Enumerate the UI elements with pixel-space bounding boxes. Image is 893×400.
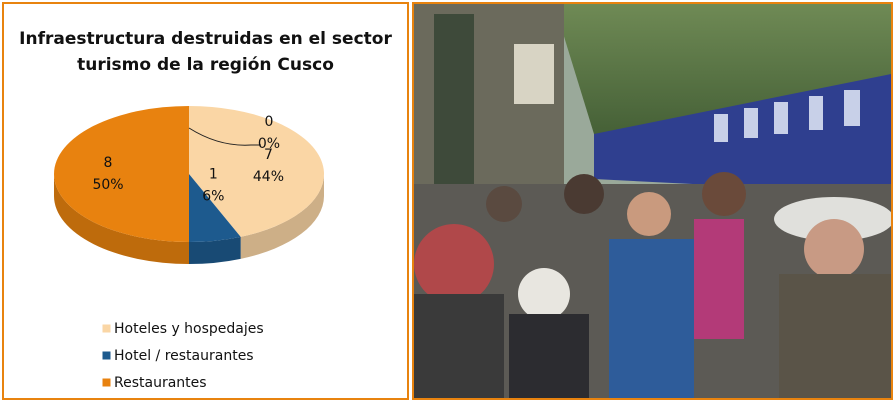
pie-side xyxy=(54,174,189,264)
pie-slice xyxy=(189,174,241,242)
legend-swatch xyxy=(101,350,112,361)
percent-label: 44% xyxy=(253,169,284,185)
legend-label: Restaurantes xyxy=(114,375,207,391)
legend-label: Hoteles y hospedajes xyxy=(114,321,264,337)
leader-line xyxy=(188,127,261,146)
legend-swatch xyxy=(101,377,112,388)
percent-label: 6% xyxy=(202,189,224,205)
chart-title: Infraestructura destruidas en el sector … xyxy=(19,29,392,75)
pie-side xyxy=(240,174,324,259)
percent-label: 50% xyxy=(92,177,123,193)
data-label: 1 xyxy=(209,167,218,183)
legend-swatch xyxy=(101,323,112,334)
photo xyxy=(412,2,893,400)
photo-image xyxy=(414,4,891,398)
pie-slice xyxy=(189,106,325,237)
data-label: 8 xyxy=(104,155,113,171)
legend-label: Hotel / restaurantes xyxy=(114,348,254,364)
percent-label: 0% xyxy=(258,136,280,152)
data-label: 7 xyxy=(264,147,273,163)
pie-slice xyxy=(54,106,189,242)
chart-panel: Infraestructura destruidas en el sector … xyxy=(2,2,409,400)
pie-side xyxy=(189,236,241,264)
chart: 7 44% 1 6% 8 50% 0 0% Hoteles y hospedajes Hotel … xyxy=(54,106,325,391)
data-label: 0 xyxy=(265,114,274,130)
